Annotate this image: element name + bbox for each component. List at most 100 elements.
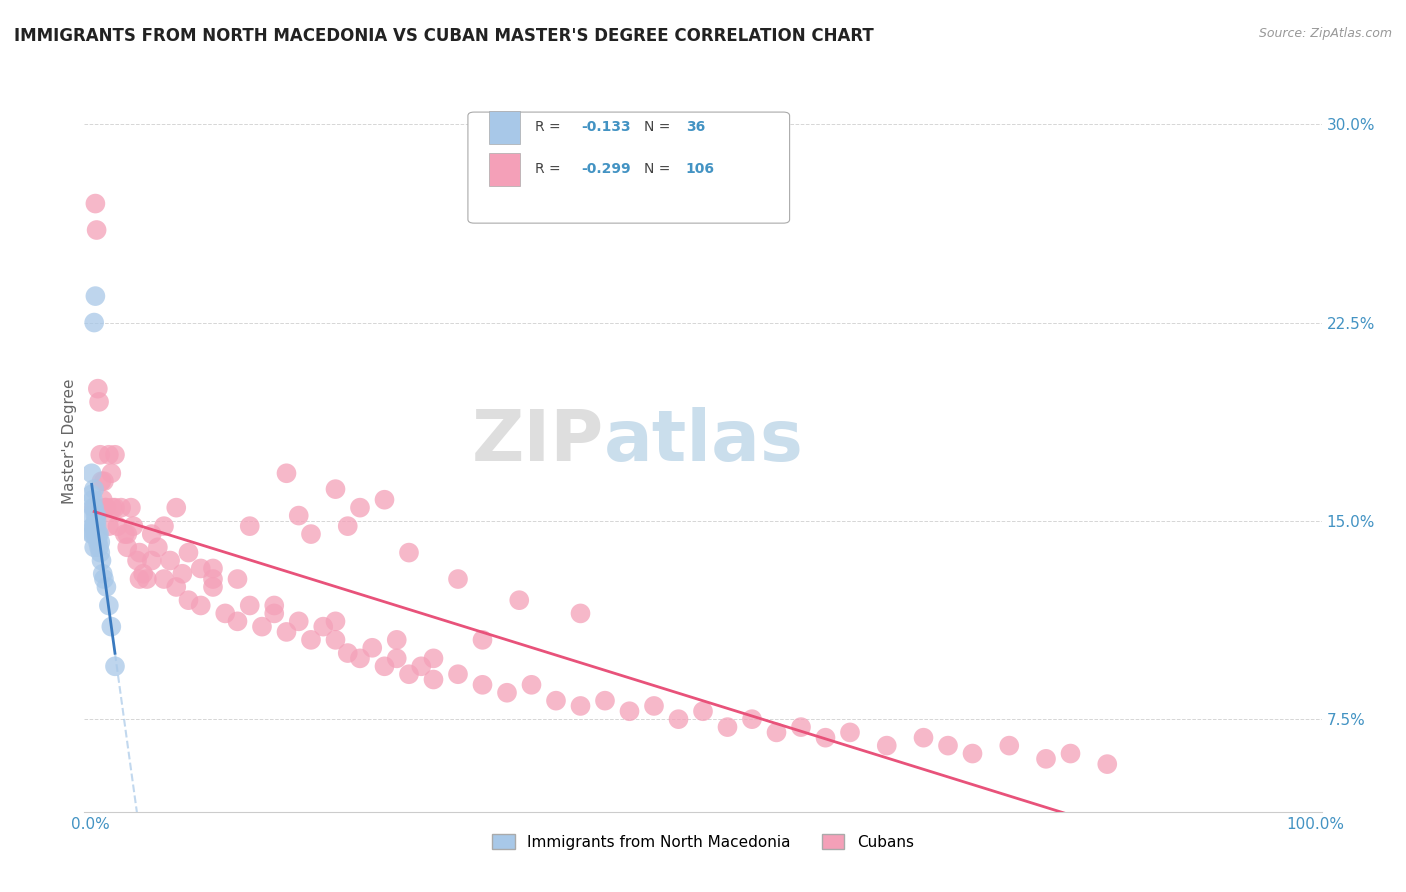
Point [87, 382, 110, 396]
Text: -0.299: -0.299 [582, 162, 631, 177]
Point [569, 698, 592, 713]
Point [86, 508, 108, 523]
Point [96, 580, 118, 594]
Point [214, 607, 236, 621]
Point [619, 704, 641, 718]
Point [668, 712, 690, 726]
Point [82, 527, 104, 541]
Point [89, 546, 111, 560]
Point [692, 704, 714, 718]
Point [96, 500, 118, 515]
Point [94, 500, 117, 515]
Point [226, 615, 249, 629]
Point [146, 541, 169, 555]
Point [97, 448, 120, 462]
Text: atlas: atlas [605, 407, 804, 476]
Text: IMMIGRANTS FROM NORTH MACEDONIA VS CUBAN MASTER'S DEGREE CORRELATION CHART: IMMIGRANTS FROM NORTH MACEDONIA VS CUBAN… [14, 27, 873, 45]
Point [299, 527, 322, 541]
Point [201, 580, 224, 594]
Point [153, 572, 176, 586]
Point [349, 651, 371, 665]
Point [97, 519, 120, 533]
Point [80, 527, 103, 541]
Point [82, 492, 104, 507]
Point [128, 546, 150, 560]
Point [312, 620, 335, 634]
Point [385, 632, 408, 647]
Point [287, 615, 309, 629]
Point [93, 474, 115, 488]
Point [87, 395, 110, 409]
Point [86, 527, 108, 541]
Point [132, 566, 155, 581]
Point [93, 572, 115, 586]
Point [165, 580, 187, 594]
Point [91, 492, 114, 507]
FancyBboxPatch shape [468, 112, 790, 223]
Text: Source: ZipAtlas.com: Source: ZipAtlas.com [1258, 27, 1392, 40]
Point [276, 467, 298, 481]
Point [422, 673, 444, 687]
Point [83, 316, 105, 330]
Point [226, 572, 249, 586]
Point [83, 500, 105, 515]
Point [122, 519, 145, 533]
Text: 36: 36 [686, 120, 704, 135]
Point [84, 289, 107, 303]
Point [814, 731, 837, 745]
Point [159, 553, 181, 567]
Point [83, 500, 105, 515]
Text: R =: R = [534, 120, 565, 135]
Point [100, 467, 122, 481]
Point [790, 720, 813, 734]
Point [177, 593, 200, 607]
Point [569, 607, 592, 621]
Point [422, 651, 444, 665]
Point [84, 519, 107, 533]
Point [84, 196, 107, 211]
Point [239, 519, 262, 533]
Bar [489, 111, 520, 144]
Point [876, 739, 898, 753]
Point [716, 720, 738, 734]
Point [741, 712, 763, 726]
Point [83, 482, 105, 496]
Point [263, 599, 285, 613]
Point [190, 561, 212, 575]
Point [82, 519, 104, 533]
Point [101, 500, 124, 515]
Point [373, 492, 395, 507]
Point [263, 607, 285, 621]
Y-axis label: Master's Degree: Master's Degree [62, 379, 77, 504]
Point [962, 747, 984, 761]
Point [107, 519, 129, 533]
Point [87, 535, 110, 549]
Point [153, 519, 176, 533]
Point [1097, 757, 1119, 772]
Point [239, 599, 262, 613]
Point [135, 572, 157, 586]
Point [471, 632, 494, 647]
Point [86, 223, 108, 237]
Point [89, 535, 111, 549]
Text: N =: N = [644, 162, 675, 177]
Point [87, 527, 110, 541]
Point [86, 514, 108, 528]
Point [84, 508, 107, 523]
Point [89, 448, 111, 462]
Point [80, 508, 103, 523]
Point [336, 646, 359, 660]
Point [172, 566, 194, 581]
Point [84, 527, 107, 541]
Point [373, 659, 395, 673]
Point [643, 698, 665, 713]
Point [125, 553, 148, 567]
Point [325, 632, 347, 647]
Point [83, 519, 105, 533]
Point [398, 667, 420, 681]
Point [87, 527, 110, 541]
Text: -0.133: -0.133 [582, 120, 631, 135]
Text: ZIP: ZIP [472, 407, 605, 476]
Point [141, 527, 163, 541]
Point [544, 694, 567, 708]
